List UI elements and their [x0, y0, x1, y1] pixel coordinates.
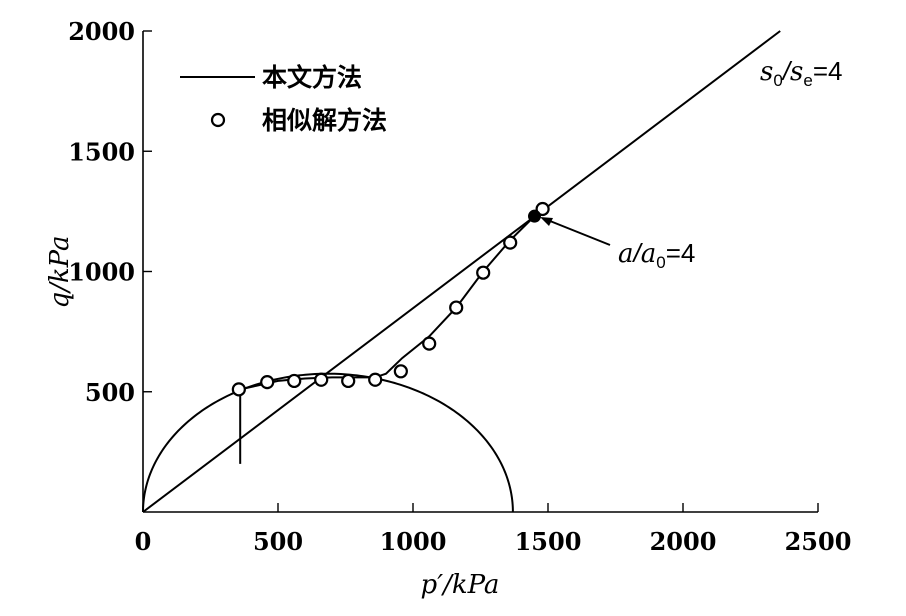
annot-s-sym: s — [760, 57, 773, 87]
legend-circle-swatch — [210, 112, 226, 128]
x-tick-label: 2000 — [650, 527, 717, 556]
x-tick-label: 500 — [253, 527, 303, 556]
annot-a-sub0: 0 — [656, 253, 665, 272]
data-point-similarity-solution — [231, 382, 246, 397]
reference-curves — [142, 30, 781, 513]
annotation-a-ratio: a/a0=4 — [618, 238, 695, 272]
critical-state-line — [142, 30, 781, 513]
y-tick-label: 500 — [85, 378, 135, 407]
data-point-similarity-solution — [535, 201, 550, 217]
data-point-similarity-solution — [449, 300, 464, 315]
data-point-similarity-solution — [260, 375, 275, 390]
data-point-similarity-solution — [341, 373, 356, 389]
x-tick-label: 1500 — [515, 527, 582, 556]
annotation-arrow-line — [544, 218, 611, 246]
data-point-similarity-solution — [368, 372, 383, 387]
annot-a-sym2: a — [641, 239, 657, 269]
annot-s-val: =4 — [813, 56, 843, 86]
legend-label-line: 本文方法 — [262, 63, 362, 92]
y-tick-label: 1000 — [68, 258, 135, 287]
data-point-similarity-solution — [393, 364, 408, 379]
plot-area: 0 500 1000 1500 2000 2500 500 1000 1500 2000 — [68, 17, 851, 556]
legend: 本文方法 相似解方法 — [180, 63, 387, 135]
annot-a-slash: / — [632, 238, 644, 268]
highlighted-point — [528, 209, 541, 223]
y-axis-label: q/kPa — [45, 236, 75, 309]
data-point-similarity-solution — [422, 336, 437, 351]
x-axis-label-text: p′/kPa — [421, 570, 500, 600]
annotation-arrowhead — [540, 217, 553, 226]
data-point-similarity-solution — [287, 373, 302, 389]
series-line-proposed-method — [239, 215, 536, 464]
annotation-s-ratio: s0/se=4 — [760, 56, 843, 90]
data-point-similarity-solution — [476, 265, 491, 280]
annotation-a-ratio-group: a/a0=4 — [540, 217, 695, 272]
legend-label-circles: 相似解方法 — [262, 106, 387, 135]
y-ticks: 500 1000 1500 2000 — [68, 17, 152, 407]
annot-s-sub0: 0 — [773, 71, 782, 90]
x-axis-label: p′/kPa — [421, 570, 500, 600]
annot-a-sym: a — [618, 239, 634, 269]
x-tick-label: 1000 — [380, 527, 447, 556]
data-point-similarity-solution — [314, 372, 329, 387]
x-ticks: 0 500 1000 1500 2000 2500 — [135, 503, 852, 556]
x-tick-label: 2500 — [785, 527, 852, 556]
y-axis-label-text: q/kPa — [45, 236, 75, 309]
data-point-similarity-solution — [503, 235, 518, 250]
yield-surface — [142, 372, 514, 513]
y-tick-label: 1500 — [68, 137, 135, 166]
annot-s-sube: e — [803, 71, 812, 90]
y-tick-label: 2000 — [68, 17, 135, 46]
annot-a-val: =4 — [666, 238, 696, 268]
series-group — [231, 201, 550, 464]
x-tick-label: 0 — [135, 527, 152, 556]
annot-s-sym2: s — [790, 57, 803, 87]
annot-s-slash: / — [781, 56, 793, 86]
